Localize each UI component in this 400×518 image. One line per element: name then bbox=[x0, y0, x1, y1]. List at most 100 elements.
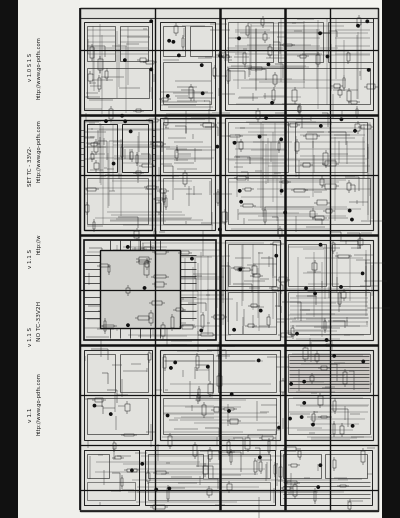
Circle shape bbox=[150, 68, 152, 70]
Circle shape bbox=[265, 117, 267, 119]
Bar bbox=[288, 354, 370, 392]
Bar bbox=[84, 450, 139, 505]
Circle shape bbox=[333, 355, 335, 357]
Bar bbox=[332, 424, 336, 434]
Bar bbox=[148, 454, 203, 478]
Bar bbox=[238, 268, 250, 271]
Bar bbox=[272, 286, 278, 290]
Bar bbox=[342, 293, 346, 297]
Bar bbox=[80, 8, 378, 511]
Circle shape bbox=[238, 37, 240, 39]
Bar bbox=[278, 143, 280, 150]
Circle shape bbox=[275, 254, 278, 257]
Bar bbox=[203, 466, 208, 474]
Bar bbox=[153, 505, 165, 509]
Circle shape bbox=[326, 55, 329, 57]
Circle shape bbox=[271, 102, 273, 104]
Bar bbox=[208, 450, 212, 459]
Circle shape bbox=[112, 162, 115, 165]
Bar bbox=[87, 398, 148, 434]
Bar bbox=[298, 106, 301, 111]
Bar bbox=[146, 473, 150, 481]
Bar bbox=[315, 217, 324, 220]
Bar bbox=[0, 0, 18, 518]
Bar bbox=[312, 263, 317, 269]
Bar bbox=[217, 192, 220, 203]
Bar bbox=[356, 124, 360, 132]
Bar bbox=[298, 451, 302, 457]
Bar bbox=[334, 84, 340, 88]
Bar bbox=[273, 242, 281, 245]
Bar bbox=[259, 462, 262, 471]
Bar bbox=[176, 308, 183, 311]
Bar bbox=[227, 70, 230, 81]
Bar bbox=[136, 155, 138, 163]
Circle shape bbox=[319, 32, 321, 35]
Bar bbox=[155, 198, 162, 200]
Bar bbox=[214, 314, 224, 319]
Bar bbox=[224, 408, 234, 410]
Bar bbox=[98, 78, 101, 89]
Bar bbox=[160, 118, 215, 230]
Bar bbox=[162, 97, 168, 101]
Bar bbox=[326, 209, 332, 213]
Bar bbox=[291, 328, 294, 336]
Bar bbox=[262, 436, 274, 440]
Bar bbox=[324, 321, 326, 329]
Bar bbox=[267, 316, 270, 325]
Circle shape bbox=[267, 63, 270, 66]
Circle shape bbox=[278, 426, 280, 429]
Bar bbox=[94, 163, 98, 169]
Bar bbox=[282, 44, 292, 46]
Circle shape bbox=[124, 120, 126, 123]
Circle shape bbox=[126, 246, 129, 248]
Circle shape bbox=[317, 486, 320, 488]
Bar bbox=[144, 262, 149, 267]
Bar bbox=[310, 211, 315, 217]
Circle shape bbox=[305, 287, 307, 290]
Bar bbox=[130, 152, 133, 159]
Bar bbox=[218, 354, 276, 392]
Text: v 1.1 S: v 1.1 S bbox=[28, 327, 32, 346]
Bar bbox=[213, 67, 216, 76]
Bar bbox=[318, 200, 327, 205]
Bar bbox=[134, 231, 139, 238]
Bar bbox=[182, 325, 193, 329]
Bar bbox=[146, 61, 154, 64]
Bar bbox=[283, 454, 321, 478]
Bar bbox=[239, 142, 243, 149]
Circle shape bbox=[167, 95, 169, 97]
Bar bbox=[149, 313, 153, 323]
Circle shape bbox=[124, 59, 126, 61]
Bar bbox=[254, 461, 257, 472]
Bar bbox=[160, 189, 166, 193]
Bar bbox=[279, 277, 287, 282]
Circle shape bbox=[191, 257, 193, 260]
Bar bbox=[292, 90, 297, 101]
Bar bbox=[357, 18, 362, 25]
Bar bbox=[286, 447, 296, 451]
Circle shape bbox=[239, 268, 242, 270]
Bar bbox=[201, 315, 204, 327]
Bar bbox=[163, 122, 211, 172]
Bar bbox=[217, 376, 222, 386]
Bar bbox=[234, 267, 242, 269]
Bar bbox=[109, 109, 113, 119]
Bar bbox=[340, 426, 344, 434]
Text: http://www.go-pdfs.com: http://www.go-pdfs.com bbox=[37, 119, 42, 182]
Circle shape bbox=[362, 361, 364, 363]
Circle shape bbox=[348, 209, 351, 212]
Text: http://w: http://w bbox=[37, 233, 42, 254]
Bar bbox=[312, 414, 316, 421]
Bar bbox=[87, 26, 115, 61]
Bar bbox=[163, 354, 213, 392]
Circle shape bbox=[143, 287, 146, 289]
Bar bbox=[207, 488, 212, 495]
Bar bbox=[145, 450, 275, 505]
Bar bbox=[87, 68, 149, 98]
Bar bbox=[122, 124, 148, 172]
Circle shape bbox=[170, 367, 172, 369]
Bar bbox=[310, 376, 314, 381]
Circle shape bbox=[141, 463, 144, 465]
Bar bbox=[167, 488, 169, 499]
